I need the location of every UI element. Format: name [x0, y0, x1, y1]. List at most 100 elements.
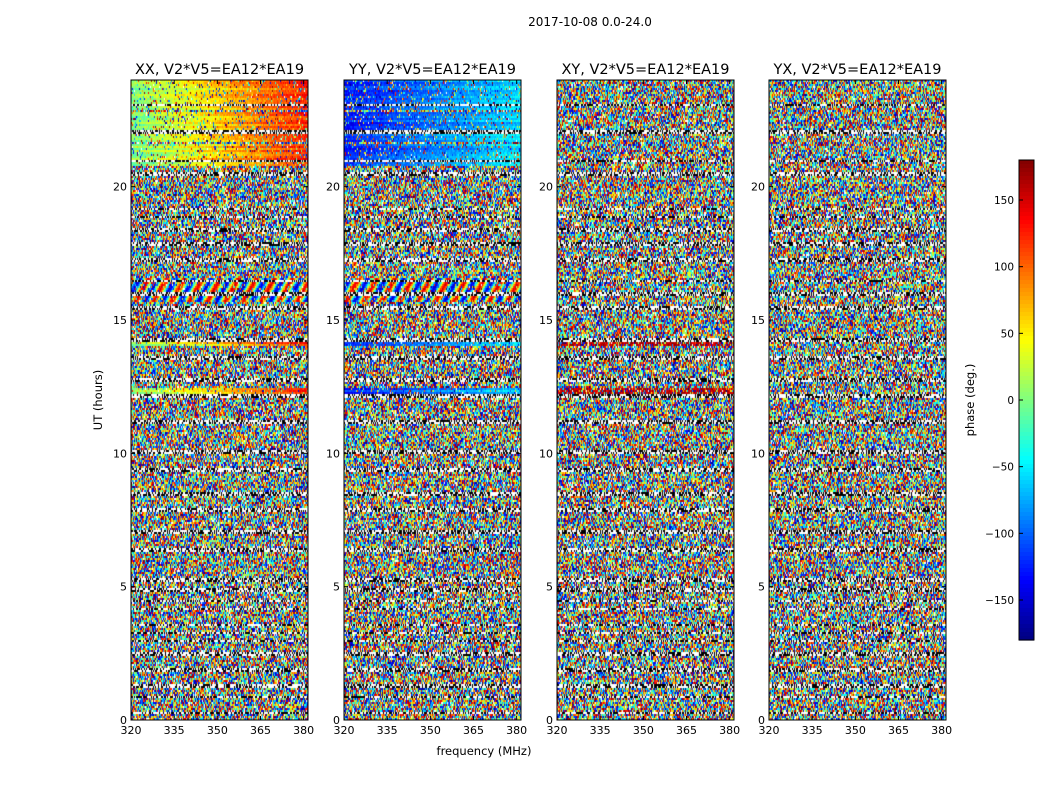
colorbar-segment	[1019, 620, 1034, 625]
colorbar-segment	[1019, 524, 1034, 529]
colorbar-segment	[1019, 624, 1034, 629]
colorbar-segment	[1019, 576, 1034, 581]
colorbar-segment	[1019, 608, 1034, 613]
colorbar-segment	[1019, 324, 1034, 329]
colorbar-tick-label: 100	[994, 262, 1014, 274]
colorbar-segment	[1019, 380, 1034, 385]
panel-xy: XY, V2*V5=EA12*EA19 320 335 350 365 380 0 5 10 15…	[539, 62, 740, 737]
x-tick-label: 335	[802, 724, 823, 737]
colorbar-segment	[1019, 224, 1034, 229]
y-tick-label: 0	[120, 714, 127, 727]
colorbar-segment	[1019, 360, 1034, 365]
panels-group: XX, V2*V5=EA12*EA19 320 335 350 365 380 0 5 10 15…	[113, 62, 952, 737]
colorbar-segment	[1019, 564, 1034, 569]
y-tick-label: 20	[113, 181, 127, 194]
panel-frame	[556, 79, 735, 721]
colorbar-segment	[1019, 452, 1034, 457]
colorbar-segment	[1019, 300, 1034, 305]
colorbar-segment	[1019, 568, 1034, 573]
y-tick-label: 5	[333, 581, 340, 594]
y-tick-label: 10	[751, 447, 765, 460]
colorbar-segment	[1019, 596, 1034, 601]
colorbar-segment	[1019, 308, 1034, 313]
colorbar-segment	[1019, 320, 1034, 325]
colorbar-segment	[1019, 304, 1034, 309]
colorbar-segment	[1019, 500, 1034, 505]
colorbar-tick-label: 50	[1001, 328, 1014, 340]
x-tick-label: 365	[888, 724, 909, 737]
colorbar-segment	[1019, 556, 1034, 561]
colorbar-segment	[1019, 420, 1034, 425]
colorbar-segment	[1019, 400, 1034, 405]
panel-heatmap	[769, 80, 946, 720]
colorbar-segment	[1019, 468, 1034, 473]
x-tick-label: 365	[676, 724, 697, 737]
x-tick-label: 350	[207, 724, 228, 737]
colorbar-segment	[1019, 604, 1034, 609]
y-tick-label: 20	[326, 181, 340, 194]
colorbar-segment	[1019, 580, 1034, 585]
x-tick-label: 320	[334, 724, 355, 737]
colorbar-segment	[1019, 188, 1034, 193]
panel-heatmap	[344, 80, 521, 720]
colorbar-segment	[1019, 476, 1034, 481]
colorbar-segment	[1019, 496, 1034, 501]
colorbar-segment	[1019, 296, 1034, 301]
y-tick-label: 15	[539, 314, 553, 327]
colorbar-segment	[1019, 444, 1034, 449]
colorbar-segment	[1019, 540, 1034, 545]
y-axis-label: UT (hours)	[91, 370, 105, 430]
colorbar-segment	[1019, 516, 1034, 521]
colorbar-segment	[1019, 560, 1034, 565]
panel-frame	[343, 79, 522, 721]
colorbar-segment	[1019, 164, 1034, 169]
colorbar-segment	[1019, 208, 1034, 213]
colorbar-segment	[1019, 512, 1034, 517]
colorbar-segment	[1019, 488, 1034, 493]
colorbar-segment	[1019, 424, 1034, 429]
colorbar-segment	[1019, 192, 1034, 197]
colorbar-segment	[1019, 484, 1034, 489]
colorbar-segment	[1019, 376, 1034, 381]
y-tick-label: 0	[758, 714, 765, 727]
x-tick-label: 320	[547, 724, 568, 737]
panel-title: YX, V2*V5=EA12*EA19	[772, 62, 941, 78]
y-tick-label: 5	[120, 581, 127, 594]
y-tick-label: 0	[333, 714, 340, 727]
x-tick-label: 380	[719, 724, 740, 737]
colorbar: 150 100 50 0 −50 −100 −150	[985, 159, 1035, 641]
colorbar-segment	[1019, 548, 1034, 553]
panel-xx: XX, V2*V5=EA12*EA19 320 335 350 365 380 0 5 10 15…	[113, 62, 314, 737]
colorbar-segment	[1019, 520, 1034, 525]
panel-frame	[768, 79, 947, 721]
colorbar-segment	[1019, 228, 1034, 233]
colorbar-segment	[1019, 200, 1034, 205]
colorbar-segment	[1019, 456, 1034, 461]
x-tick-label: 365	[250, 724, 271, 737]
colorbar-segment	[1019, 384, 1034, 389]
colorbar-segment	[1019, 352, 1034, 357]
colorbar-segment	[1019, 252, 1034, 257]
colorbar-segment	[1019, 176, 1034, 181]
colorbar-segment	[1019, 180, 1034, 185]
colorbar-segment	[1019, 392, 1034, 397]
colorbar-segment	[1019, 368, 1034, 373]
colorbar-segment	[1019, 240, 1034, 245]
colorbar-segment	[1019, 272, 1034, 277]
colorbar-segment	[1019, 632, 1034, 637]
chart-suptitle: 2017-10-08 0.0-24.0	[528, 15, 652, 29]
colorbar-segment	[1019, 408, 1034, 413]
colorbar-segment	[1019, 480, 1034, 485]
colorbar-segment	[1019, 404, 1034, 409]
x-tick-label: 380	[506, 724, 527, 737]
colorbar-segment	[1019, 588, 1034, 593]
panel-title: XX, V2*V5=EA12*EA19	[135, 62, 304, 78]
y-tick-label: 5	[758, 581, 765, 594]
colorbar-tick-label: 150	[994, 195, 1014, 207]
y-tick-label: 10	[113, 447, 127, 460]
colorbar-segment	[1019, 396, 1034, 401]
colorbar-segment	[1019, 492, 1034, 497]
colorbar-segment	[1019, 232, 1034, 237]
x-tick-label: 335	[164, 724, 185, 737]
